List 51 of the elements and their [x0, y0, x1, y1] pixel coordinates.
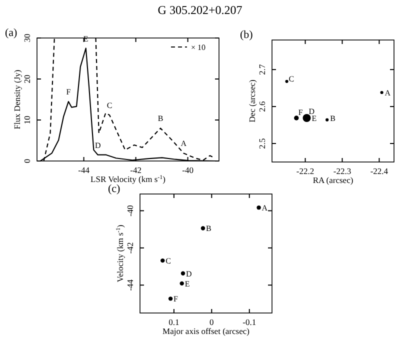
y-tick-label: -44	[125, 278, 135, 291]
y-tick-label: 2.5	[257, 138, 267, 149]
point	[256, 205, 261, 210]
y-tick-label: 10	[22, 116, 32, 124]
text: (c)	[108, 183, 121, 195]
annotation: F	[66, 88, 72, 97]
x-tick-label: 0	[210, 317, 214, 328]
annotation: F	[174, 294, 179, 304]
annotation: D	[186, 269, 192, 278]
y-tick-label: -42	[125, 242, 135, 254]
annotation: B	[158, 114, 164, 124]
annotation: C	[106, 101, 112, 110]
x-axis-title: Major axis offset (arcsec)	[162, 326, 250, 336]
point	[180, 281, 184, 286]
x-tick-label: 0.1	[168, 317, 180, 328]
point	[160, 258, 165, 263]
x-axis-title: LSR Velocity (km s$^{-1}$)	[90, 174, 166, 184]
annotation: C	[288, 74, 294, 84]
annotation: F	[298, 108, 304, 118]
annotation: C	[166, 256, 171, 266]
text: (b)	[240, 29, 254, 41]
x-tick-label: -22.2	[296, 166, 314, 176]
x-tick-label: -22.4	[370, 166, 389, 176]
annotation: B	[330, 114, 336, 123]
x-tick-label: -40	[182, 165, 194, 176]
annotation: E	[312, 114, 317, 124]
annotation: A	[180, 139, 187, 148]
x-tick-label: -22.3	[333, 166, 352, 176]
chart-title: G 305.202+0.207	[158, 3, 242, 17]
legend-label: × 10	[191, 43, 206, 52]
x-tick-label: -0.1	[242, 317, 256, 328]
annotation: B	[206, 224, 212, 234]
x-tick-label: -44	[78, 165, 90, 176]
point	[200, 226, 206, 230]
point	[180, 271, 186, 276]
y-axis-title: Dec (arcsec)	[247, 79, 257, 122]
point	[168, 296, 173, 301]
y-tick-label: 30	[22, 34, 32, 42]
y-tick-label: -40	[125, 205, 135, 216]
x-axis-title: RA (arcsec)	[312, 175, 354, 185]
annotation: E	[184, 279, 190, 288]
annotation: D	[308, 107, 315, 116]
text: (a)	[5, 27, 18, 39]
annotation: A	[262, 204, 268, 213]
annotation: D	[94, 140, 101, 150]
y-tick-label: 20	[22, 74, 32, 84]
y-tick-label: 2.6	[257, 101, 267, 112]
annotation: A	[384, 88, 391, 98]
y-tick-label: 2.7	[257, 64, 267, 75]
y-tick-label: 0	[22, 158, 32, 164]
y-axis-title: Flux Density (Jy)	[12, 70, 22, 130]
